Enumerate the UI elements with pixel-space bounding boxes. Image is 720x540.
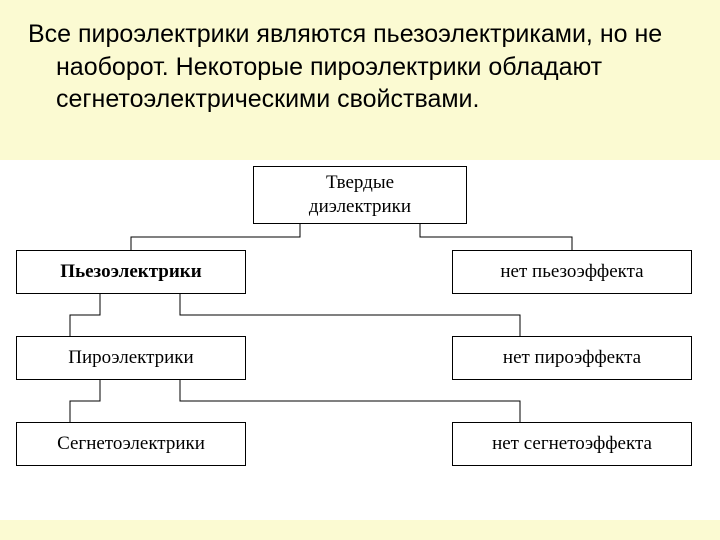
edge-piezo-pyro	[70, 294, 100, 336]
node-nopiezo: нет пьезоэффекта	[452, 250, 692, 294]
edge-piezo-nopyro	[180, 294, 520, 336]
node-nopyro: нет пироэффекта	[452, 336, 692, 380]
edge-root-piezo	[131, 224, 300, 250]
node-piezo: Пьезоэлектрики	[16, 250, 246, 294]
edge-pyro-nosegn	[180, 380, 520, 422]
node-segn: Сегнетоэлектрики	[16, 422, 246, 466]
node-root: Твердыедиэлектрики	[253, 166, 467, 224]
edge-pyro-segn	[70, 380, 100, 422]
node-pyro: Пироэлектрики	[16, 336, 246, 380]
edge-root-nopiezo	[420, 224, 572, 250]
intro-paragraph: Все пироэлектрики являются пьезоэлектрик…	[0, 0, 720, 126]
classification-diagram: ТвердыедиэлектрикиПьезоэлектрики нет пьез…	[0, 160, 720, 520]
node-nosegn: нет сегнетоэффекта	[452, 422, 692, 466]
slide: Все пироэлектрики являются пьезоэлектрик…	[0, 0, 720, 540]
